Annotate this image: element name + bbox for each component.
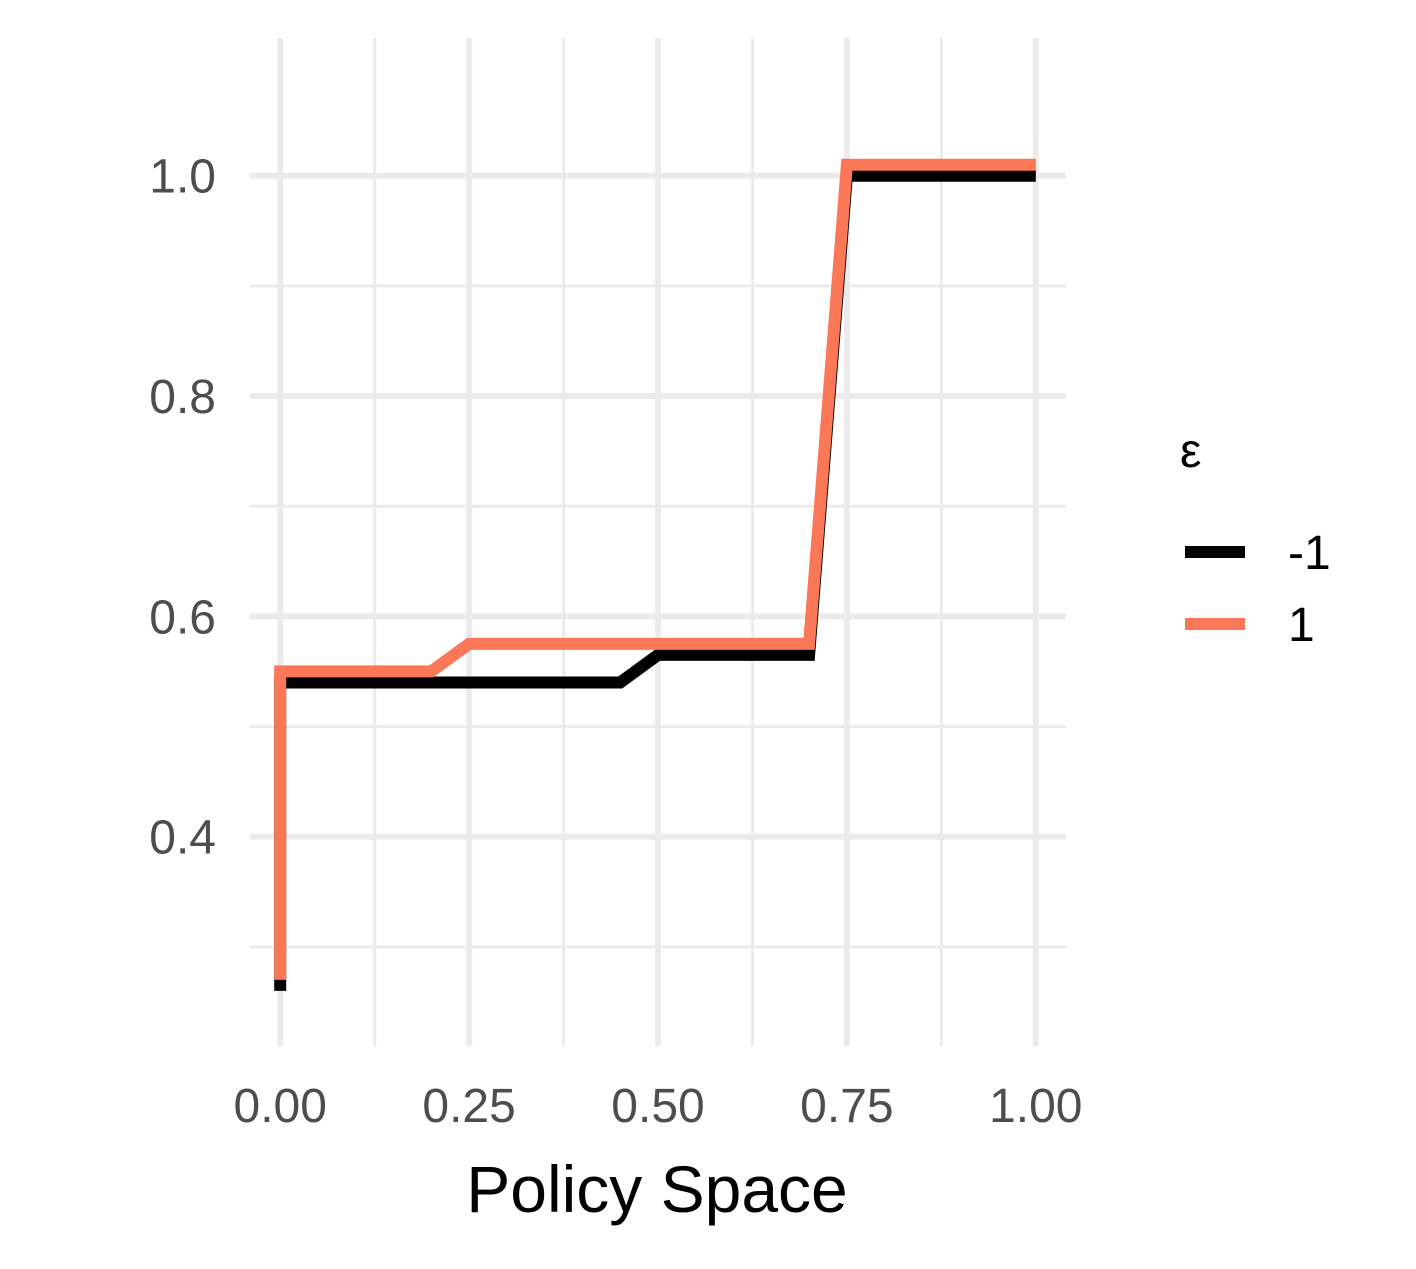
x-tick-label: 0.25 [422,1080,515,1133]
x-tick-label: 0.50 [611,1080,704,1133]
series-line-pos1 [274,158,1036,980]
x-axis-tick-labels: 0.00 0.25 0.50 0.75 1.00 [234,1080,1083,1133]
legend-label: 1 [1288,599,1315,652]
x-tick-label: 1.00 [989,1080,1082,1133]
major-gridlines [250,38,1066,1046]
x-axis-title: Policy Space [466,1152,848,1226]
x-tick-label: 0.75 [800,1080,893,1133]
y-tick-label: 0.4 [149,812,216,865]
legend-items: -11 [1185,527,1331,652]
legend-label: -1 [1288,527,1331,580]
y-tick-label: 1.0 [149,151,216,204]
legend: ε -11 [1180,425,1331,652]
x-tick-label: 0.00 [234,1080,327,1133]
y-tick-label: 0.8 [149,371,216,424]
y-axis-tick-labels: 0.4 0.6 0.8 1.0 [149,151,216,865]
series-lines [274,158,1036,991]
y-tick-label: 0.6 [149,591,216,644]
legend-title: ε [1180,425,1201,478]
